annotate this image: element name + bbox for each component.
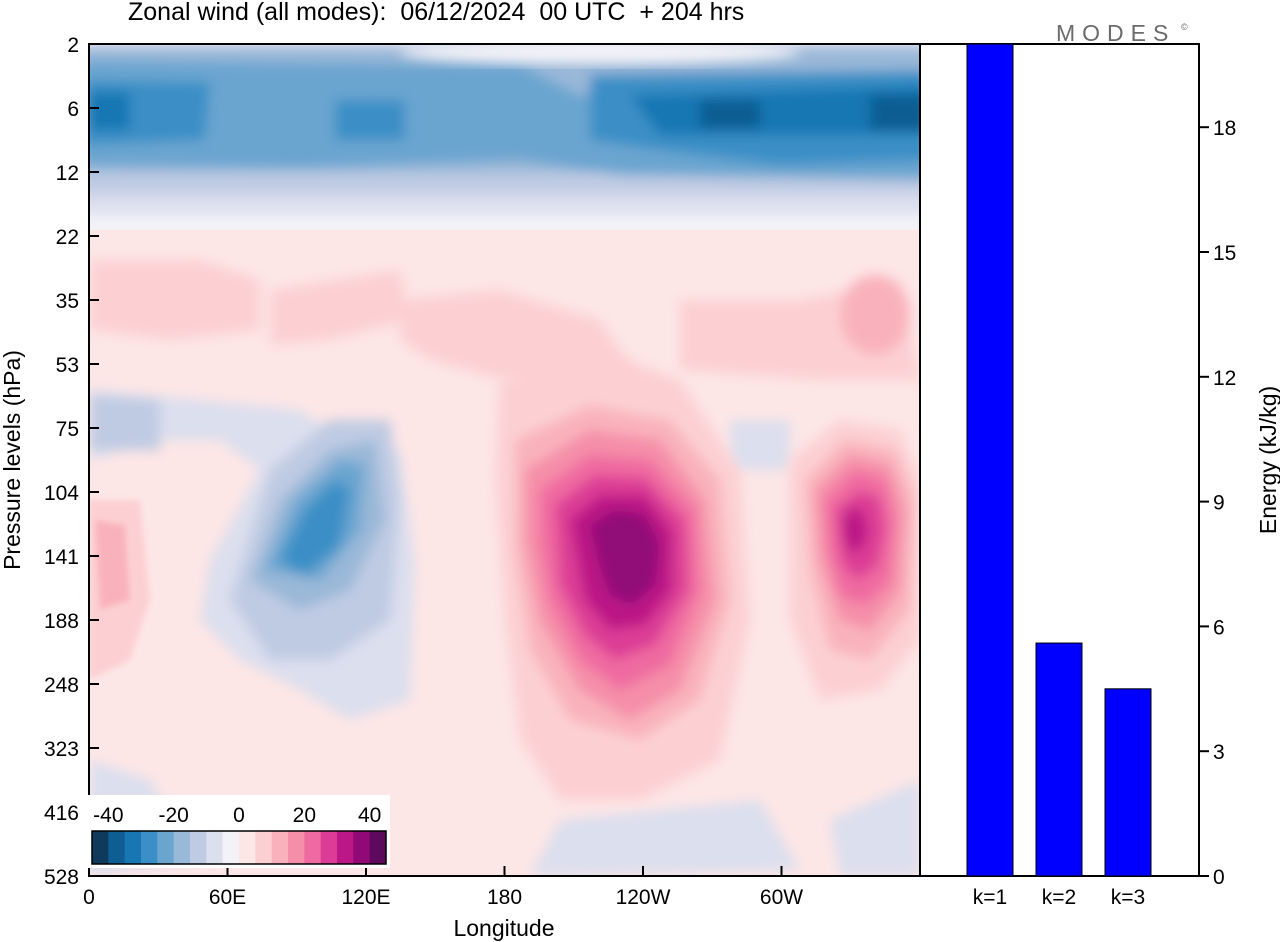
colorbar-swatch (190, 831, 207, 864)
colorbar-tick-label: 20 (293, 804, 316, 827)
x-tick-label: 180 (487, 886, 522, 909)
colorbar-swatch (108, 831, 126, 864)
pressure-axis: 2 6 12 22 35 53 75 104 141 188 248 323 416 528 (44, 34, 99, 889)
colorbar-swatch (124, 831, 142, 864)
colorbar-tick-label: -20 (158, 804, 188, 827)
energy-tick-label: 9 (1213, 492, 1225, 515)
colorbar-swatch (271, 831, 289, 864)
longitude-axis: 0 60E 120E 180 120W 60W (83, 866, 803, 909)
colorbar-swatch (173, 831, 191, 864)
colorbar: -40 -20 0 20 40 (88, 795, 390, 868)
x-axis-label: Longitude (453, 915, 554, 941)
colorbar-swatch (157, 831, 175, 864)
colorbar-swatch (369, 831, 387, 864)
y-tick-label: 323 (44, 738, 79, 761)
colorbar-tick-label: -40 (93, 804, 123, 827)
y-tick-label: 75 (56, 418, 79, 441)
energy-tick-label: 3 (1213, 741, 1225, 764)
energy-category-label: k=2 (1042, 886, 1076, 909)
y-tick-label: 248 (44, 674, 79, 697)
y-tick-label: 6 (67, 98, 79, 121)
energy-bar (1104, 688, 1152, 877)
energy-category-label: k=1 (973, 886, 1007, 909)
y-tick-label: 104 (44, 482, 79, 505)
y-tick-label: 528 (44, 866, 79, 889)
x-tick-label: 120E (341, 886, 390, 909)
colorbar-swatch (353, 831, 371, 864)
energy-tick-label: 18 (1213, 117, 1236, 140)
colorbar-swatch (255, 831, 273, 864)
y-tick-label: 188 (44, 610, 79, 633)
energy-tick-label: 15 (1213, 242, 1236, 265)
y-tick-label: 53 (56, 354, 79, 377)
energy-category-labels: k=1 k=2 k=3 (973, 886, 1145, 909)
x-tick-label: 0 (83, 886, 95, 909)
y-tick-label: 35 (56, 290, 79, 313)
colorbar-swatch (92, 831, 109, 864)
y-tick-label: 2 (67, 34, 79, 57)
colorbar-tick-label: 40 (358, 804, 381, 827)
energy-axis: 0 3 6 9 12 15 18 (1199, 117, 1236, 889)
chart-title: Zonal wind (all modes): 06/12/2024 00 UT… (128, 0, 745, 26)
colorbar-swatch (304, 831, 322, 864)
colorbar-swatch (222, 831, 240, 864)
energy-axis-label: Energy (kJ/kg) (1255, 386, 1280, 534)
energy-tick-label: 0 (1213, 866, 1225, 889)
x-tick-label: 120W (616, 886, 671, 909)
y-axis-label: Pressure levels (hPa) (0, 350, 25, 570)
modes-logo: MODES (1056, 20, 1176, 46)
energy-bar (1035, 642, 1083, 877)
colorbar-frame (91, 830, 387, 865)
energy-bars (966, 43, 1152, 877)
energy-tick-label: 12 (1213, 367, 1236, 390)
energy-tick-label: 6 (1213, 616, 1225, 639)
colorbar-swatch (288, 831, 305, 864)
y-tick-label: 141 (44, 546, 79, 569)
colorbar-swatch (141, 831, 158, 864)
x-tick-label: 60W (760, 886, 803, 909)
colorbar-swatch (206, 831, 224, 864)
x-tick-label: 60E (209, 886, 246, 909)
energy-category-label: k=3 (1111, 886, 1145, 909)
colorbar-tick-label: 0 (233, 804, 245, 827)
colorbar-swatch (337, 831, 354, 864)
colorbar-swatch (239, 831, 256, 864)
wind-heatmap (89, 44, 920, 876)
y-tick-label: 12 (56, 162, 79, 185)
colorbar-swatch (320, 831, 338, 864)
copyright-mark: © (1181, 22, 1188, 32)
energy-bar (966, 43, 1014, 877)
y-tick-label: 416 (44, 802, 79, 825)
y-tick-label: 22 (56, 226, 79, 249)
